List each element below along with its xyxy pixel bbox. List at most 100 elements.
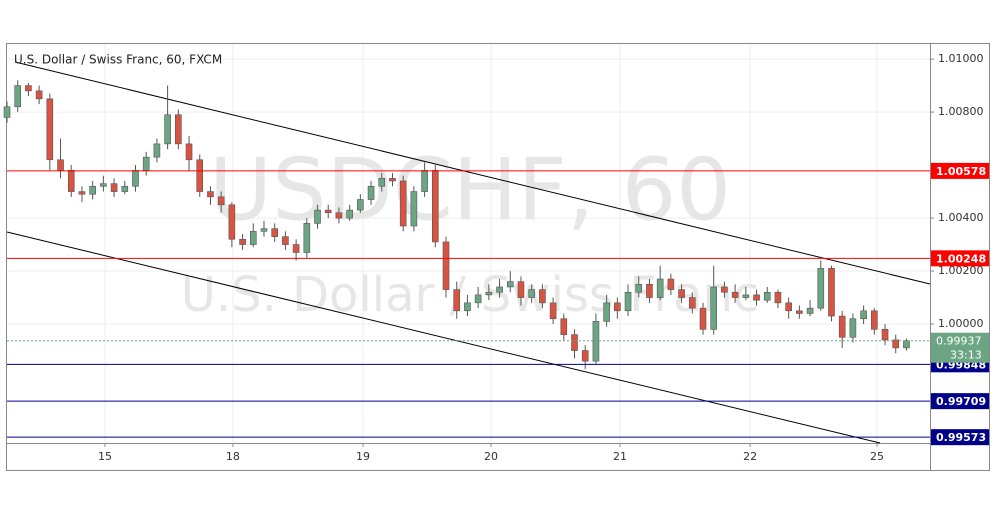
- candle-body: [399, 180, 407, 227]
- candle-body: [614, 302, 621, 312]
- x-tick-label: 19: [356, 450, 370, 463]
- candle-body: [217, 196, 225, 206]
- candle-body: [656, 278, 664, 298]
- watermark: USDCHF, 60: [209, 140, 731, 240]
- candle-body: [110, 183, 118, 192]
- candle-body: [474, 294, 482, 304]
- candle-body: [314, 209, 321, 224]
- last-price-box: [931, 332, 989, 363]
- candle-body: [528, 289, 535, 298]
- candle-body: [838, 315, 846, 338]
- level-label-box: [931, 429, 989, 446]
- x-tick-label: 15: [98, 450, 112, 463]
- candle-body: [357, 199, 364, 211]
- candle-body: [442, 241, 450, 290]
- candle-body: [346, 209, 353, 219]
- candle-body: [796, 310, 803, 314]
- chart-title: U.S. Dollar / Swiss Franc, 60, FXCM: [14, 53, 222, 67]
- candle-body: [860, 310, 867, 320]
- candle-body: [453, 289, 461, 312]
- candle-body: [153, 143, 161, 158]
- candle-body: [742, 294, 750, 298]
- level-label-box: [931, 162, 989, 179]
- candle-body: [410, 191, 418, 227]
- candle-body: [646, 284, 653, 298]
- candle-body: [785, 302, 792, 312]
- candle-body: [89, 185, 96, 195]
- candle-body: [667, 278, 675, 290]
- y-tick-label: 1.00400: [938, 211, 984, 224]
- candle-body: [710, 286, 718, 330]
- candle-body: [753, 294, 760, 301]
- candle-body: [378, 178, 386, 187]
- candle-body: [196, 159, 204, 192]
- candle-body: [100, 183, 107, 187]
- candle-body: [721, 286, 728, 293]
- candle-body: [46, 98, 54, 161]
- candle-body: [324, 209, 332, 214]
- candle-body: [239, 238, 246, 245]
- candle-body: [142, 156, 150, 171]
- candle-body: [271, 228, 278, 237]
- candle-body: [560, 318, 568, 335]
- candle-body: [849, 318, 857, 338]
- candle-body: [731, 291, 739, 298]
- candle-body: [817, 268, 825, 309]
- candle-body: [881, 329, 889, 341]
- candle-body: [57, 159, 64, 171]
- candle-body: [249, 231, 257, 245]
- last-price-label: 0.99937: [936, 335, 982, 348]
- candle-body: [464, 302, 471, 312]
- frame: [6, 43, 990, 471]
- candle-body: [699, 307, 707, 330]
- candle-body: [185, 143, 193, 161]
- candle-body: [421, 170, 428, 192]
- candle-body: [624, 291, 632, 312]
- candle-body: [517, 281, 525, 298]
- candle-body: [635, 284, 643, 293]
- candle-body: [292, 244, 300, 253]
- x-tick-label: 21: [613, 450, 627, 463]
- candle-body: [25, 85, 32, 92]
- candle-body: [303, 223, 311, 253]
- candle-body: [571, 334, 578, 351]
- level-label-box: [931, 393, 989, 410]
- y-tick-label: 1.00800: [938, 105, 984, 118]
- candle-body: [892, 339, 900, 349]
- candle-body: [35, 90, 43, 100]
- candle-body: [828, 268, 835, 317]
- candle-body: [603, 302, 610, 322]
- channel-line: [6, 231, 881, 444]
- candle-body: [132, 170, 139, 187]
- candle-body: [496, 286, 503, 293]
- y-tick-label: 1.00200: [938, 264, 984, 277]
- candle-body: [260, 228, 268, 232]
- candle-body: [335, 212, 343, 219]
- candle-body: [164, 114, 171, 145]
- candle-body: [3, 106, 11, 118]
- x-tick-label: 22: [743, 450, 757, 463]
- level-label: 0.99709: [936, 395, 986, 408]
- candle-body: [549, 302, 557, 320]
- candle-body: [871, 310, 878, 330]
- level-label-box: [931, 250, 989, 267]
- candle-body: [282, 236, 289, 245]
- level-label: 1.00578: [936, 165, 986, 178]
- candle-body: [67, 170, 75, 192]
- level-label: 0.99573: [936, 431, 986, 444]
- candle-body: [485, 291, 493, 296]
- candle-body: [688, 297, 696, 309]
- candle-body: [774, 291, 782, 304]
- y-tick-label: 1.01000: [938, 52, 984, 65]
- candle-body: [592, 321, 600, 362]
- x-tick-label: 20: [484, 450, 498, 463]
- candle-body: [506, 281, 514, 288]
- candle-body: [903, 340, 910, 349]
- candle-body: [121, 185, 129, 192]
- candle-body: [367, 185, 375, 200]
- candle-body: [678, 289, 685, 298]
- y-tick-label: 1.00000: [938, 317, 984, 330]
- x-tick-label: 25: [870, 450, 884, 463]
- candle-body: [763, 291, 771, 301]
